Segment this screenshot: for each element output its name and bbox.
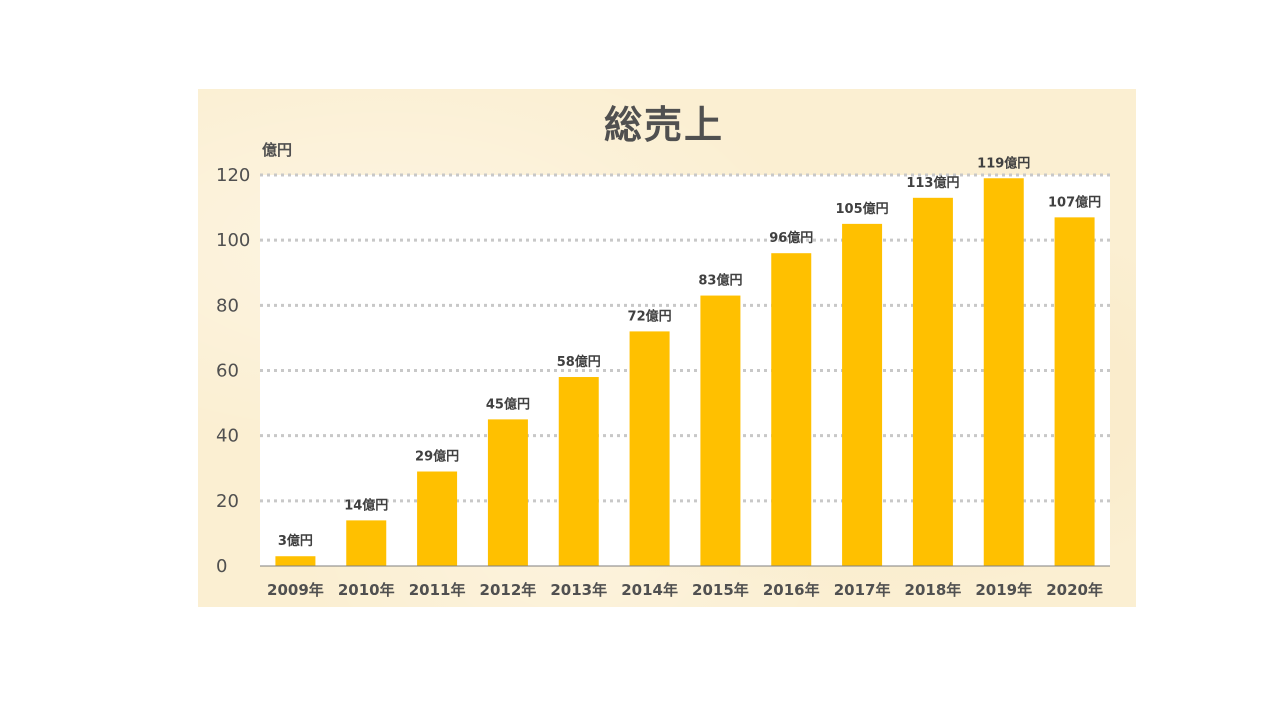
data-label: 72億円 [628, 308, 672, 324]
x-tick-label: 2014年 [621, 581, 678, 599]
data-label: 58億円 [557, 354, 601, 370]
y-tick-label: 100 [216, 230, 250, 251]
data-label: 14億円 [344, 497, 388, 513]
bar [346, 520, 387, 566]
bar [842, 223, 883, 566]
x-tick-label: 2015年 [692, 581, 749, 599]
data-label: 107億円 [1048, 194, 1101, 210]
x-tick-label: 2018年 [905, 581, 962, 599]
x-tick-label: 2010年 [338, 581, 395, 599]
bar [983, 178, 1024, 566]
data-label: 83億円 [698, 273, 742, 289]
bar [275, 556, 316, 566]
x-tick-label: 2017年 [834, 581, 891, 599]
bar [700, 295, 741, 566]
bar [417, 471, 458, 566]
y-tick-label: 40 [216, 426, 239, 447]
y-axis-unit-label: 億円 [262, 141, 292, 159]
x-tick-label: 2009年 [267, 581, 324, 599]
x-tick-label: 2019年 [975, 581, 1032, 599]
data-label: 119億円 [977, 155, 1030, 171]
data-label: 105億円 [836, 201, 889, 217]
x-tick-label: 2013年 [550, 581, 607, 599]
x-tick-label: 2020年 [1046, 581, 1103, 599]
bar [629, 331, 670, 566]
y-axis-ticks: 0 20 40 60 80 100 120 [216, 165, 250, 577]
x-tick-label: 2016年 [763, 581, 820, 599]
y-tick-label: 120 [216, 165, 250, 186]
bar [912, 197, 953, 566]
data-label: 96億円 [769, 230, 813, 246]
data-label: 113億円 [906, 175, 959, 191]
bar [1054, 217, 1095, 566]
bar-chart: 0 20 40 60 80 100 120 2009年 2010年 2011年 2012年 2013… [216, 103, 1110, 599]
y-tick-label: 60 [216, 361, 239, 382]
chart-title: 総売上 [604, 103, 724, 147]
y-tick-label: 80 [216, 295, 239, 316]
bar [771, 253, 812, 566]
x-axis-ticks: 2009年 2010年 2011年 2012年 2013年 2014年 2015年 2016年… [267, 581, 1103, 599]
x-tick-label: 2012年 [480, 581, 537, 599]
x-tick-label: 2011年 [409, 581, 466, 599]
y-tick-label: 20 [216, 491, 239, 512]
bar [487, 419, 528, 566]
data-label: 3億円 [278, 533, 313, 549]
data-labels: 3億円 14億円 29億円 45億円 58億円 72億円 83億円 96億円 105億円 113億… [278, 155, 1101, 549]
data-label: 45億円 [486, 396, 530, 412]
y-tick-label: 0 [216, 556, 227, 577]
bar [558, 377, 599, 566]
chart-panel: 0 20 40 60 80 100 120 2009年 2010年 2011年 2012年 2013… [198, 89, 1136, 607]
bars [275, 178, 1095, 566]
gridlines [260, 173, 1110, 503]
data-label: 29億円 [415, 449, 459, 465]
